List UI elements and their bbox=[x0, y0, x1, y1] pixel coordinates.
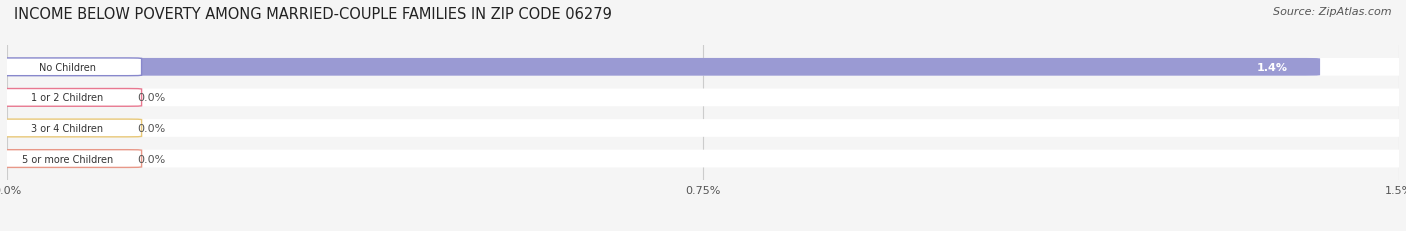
FancyBboxPatch shape bbox=[0, 89, 1406, 107]
Text: 0.0%: 0.0% bbox=[136, 154, 165, 164]
Text: 5 or more Children: 5 or more Children bbox=[21, 154, 112, 164]
FancyBboxPatch shape bbox=[0, 59, 1406, 76]
FancyBboxPatch shape bbox=[0, 59, 142, 76]
Text: INCOME BELOW POVERTY AMONG MARRIED-COUPLE FAMILIES IN ZIP CODE 06279: INCOME BELOW POVERTY AMONG MARRIED-COUPL… bbox=[14, 7, 612, 22]
FancyBboxPatch shape bbox=[0, 150, 142, 168]
Text: Source: ZipAtlas.com: Source: ZipAtlas.com bbox=[1274, 7, 1392, 17]
Text: 0.0%: 0.0% bbox=[136, 93, 165, 103]
Text: 1.4%: 1.4% bbox=[1257, 63, 1288, 73]
FancyBboxPatch shape bbox=[0, 120, 1406, 137]
Text: 0.0%: 0.0% bbox=[136, 123, 165, 133]
FancyBboxPatch shape bbox=[0, 120, 142, 137]
FancyBboxPatch shape bbox=[0, 59, 1320, 76]
Text: 1 or 2 Children: 1 or 2 Children bbox=[31, 93, 104, 103]
FancyBboxPatch shape bbox=[0, 150, 1406, 168]
Text: No Children: No Children bbox=[39, 63, 96, 73]
Text: 3 or 4 Children: 3 or 4 Children bbox=[31, 123, 104, 133]
FancyBboxPatch shape bbox=[0, 89, 142, 107]
